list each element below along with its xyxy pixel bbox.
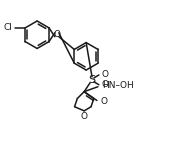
Text: O: O — [101, 97, 108, 106]
Text: O: O — [102, 70, 109, 79]
Text: O: O — [102, 80, 109, 89]
Text: O: O — [81, 112, 88, 121]
Text: Cl: Cl — [4, 23, 12, 32]
Text: S: S — [89, 75, 96, 85]
Text: O: O — [53, 30, 60, 39]
Text: HN–OH: HN–OH — [102, 81, 134, 90]
